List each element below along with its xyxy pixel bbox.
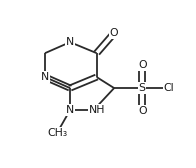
Text: N: N — [66, 105, 74, 115]
Text: O: O — [138, 60, 147, 70]
Text: O: O — [138, 106, 147, 116]
Text: CH₃: CH₃ — [47, 128, 67, 138]
Text: S: S — [139, 83, 146, 93]
Text: N: N — [41, 72, 49, 82]
Text: Cl: Cl — [163, 83, 174, 93]
Text: N: N — [66, 37, 74, 47]
Text: NH: NH — [89, 105, 106, 115]
Text: O: O — [110, 28, 118, 38]
